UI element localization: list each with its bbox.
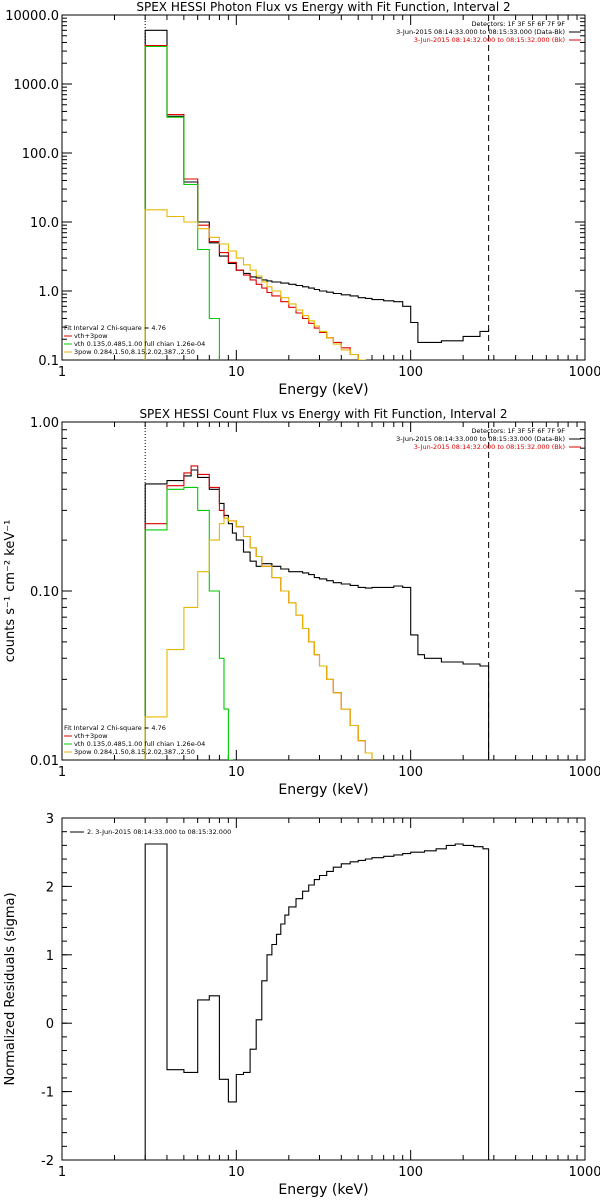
legend-left-entry: Fit Interval 2 Chi-square = 4.76 (64, 724, 166, 732)
chart-panel-2: 1 10 100 1000 0.01 0.10 1.00 SPEX HESSI Count F… (3, 407, 600, 798)
legend-left-entry: 3pow 0.284,1.50,8.15,2.02,387.,2.50 (74, 348, 195, 356)
series-line-3pow (144, 517, 373, 760)
series-line-3pow (144, 209, 366, 360)
chart-title: SPEX HESSI Photon Flux vs Energy with Fi… (136, 0, 510, 14)
x-tick-label: 1 (58, 1165, 66, 1180)
chart-panel-1: 1 10 100 1000 0.1 1.0 10.0 100.0 1000.0 10000.0 SP… (5, 0, 600, 398)
y-tick-label: 3 (46, 812, 54, 827)
x-tick-label: 1 (58, 765, 66, 780)
series-group (144, 465, 490, 760)
x-tick-label: 1000 (568, 1165, 600, 1180)
legend-left-entry: vth 0.135,0.485,1.00 full chian 1.26e-04 (74, 340, 205, 348)
legend-right-entry: 3-Jun-2015 08:14:33.000 to 08:15:33.000 … (396, 28, 565, 36)
y-tick-label: 0.1 (38, 354, 59, 369)
series-line-data-bk (144, 469, 490, 760)
series-group (144, 843, 490, 1160)
x-tick-label: 10 (228, 365, 245, 380)
x-tick-label: 1000 (568, 365, 600, 380)
x-axis-label: Energy (keV) (278, 382, 368, 398)
y-axis-label: counts s⁻¹ cm⁻² keV⁻¹ (3, 520, 18, 663)
chart-title: SPEX HESSI Count Flux vs Energy with Fit… (139, 407, 507, 421)
legend-left-entry: vth+3pow (74, 332, 108, 340)
legend-left-entry: vth+3pow (74, 732, 108, 740)
x-tick-label: 10 (228, 1165, 245, 1180)
legend-right-entry: Detectors: 1F 3F 5F 6F 7F 9F (471, 427, 565, 435)
x-tick-label: 100 (398, 1165, 423, 1180)
series-line-residuals (144, 843, 490, 1160)
y-axis-label: Normalized Residuals (sigma) (3, 892, 18, 1085)
y-tick-label: 0 (46, 1017, 54, 1032)
y-tick-label: 0.01 (30, 754, 59, 769)
y-tick-label: 10000.0 (5, 9, 59, 24)
chart-panel-3: 1 10 100 1000 -2 -1 0 1 2 3 Energy (keV) Normalized… (3, 812, 600, 1198)
y-tick-label: 10.0 (30, 216, 59, 231)
y-tick-label: 1000.0 (14, 78, 60, 93)
y-tick-label: 1 (46, 949, 54, 964)
series-group (144, 29, 490, 360)
x-tick-label: 1000 (568, 765, 600, 780)
y-tick-label: 0.10 (30, 585, 59, 600)
y-tick-label: 1.00 (30, 416, 59, 431)
legend-right-entry: 3-Jun-2015 08:14:33.000 to 08:15:33.000 … (396, 435, 565, 443)
series-line-vth-3pow (144, 465, 373, 760)
series-line-vth (144, 45, 220, 360)
x-tick-label: 10 (228, 765, 245, 780)
legend-right-entry: 3-Jun-2015 08:14:32.000 to 08:15:32.000 … (414, 36, 565, 44)
y-tick-label: 1.0 (38, 285, 59, 300)
x-axis-label: Energy (keV) (278, 782, 368, 798)
x-axis-label: Energy (keV) (278, 1182, 368, 1198)
series-line-data-bk (144, 29, 490, 360)
plot-frame (61, 421, 586, 761)
legend-left-entry: 3pow 0.284,1.50,8.15,2.02,387.,2.50 (74, 748, 195, 756)
x-tick-label: 100 (398, 765, 423, 780)
legend-left-entry: Fit Interval 2 Chi-square = 4.76 (64, 324, 166, 332)
legend-right-entry: Detectors: 1F 3F 5F 6F 7F 9F (471, 20, 565, 28)
y-tick-label: 100.0 (22, 147, 59, 162)
x-tick-label: 1 (58, 365, 66, 380)
y-tick-label: -2 (41, 1154, 54, 1169)
y-tick-label: 2 (46, 880, 54, 895)
legend-right-entry: 3-Jun-2015 08:14:32.000 to 08:15:32.000 … (414, 443, 565, 451)
x-tick-label: 100 (398, 365, 423, 380)
y-tick-label: -1 (41, 1086, 54, 1101)
plot-frame (61, 14, 586, 361)
legend-left-entry: 2. 3-Jun-2015 08:14:33.000 to 08:15:32.0… (87, 828, 231, 836)
legend-left-entry: vth 0.135,0.485,1.00 full chian 1.26e-04 (74, 740, 205, 748)
plot-frame (61, 817, 586, 1161)
